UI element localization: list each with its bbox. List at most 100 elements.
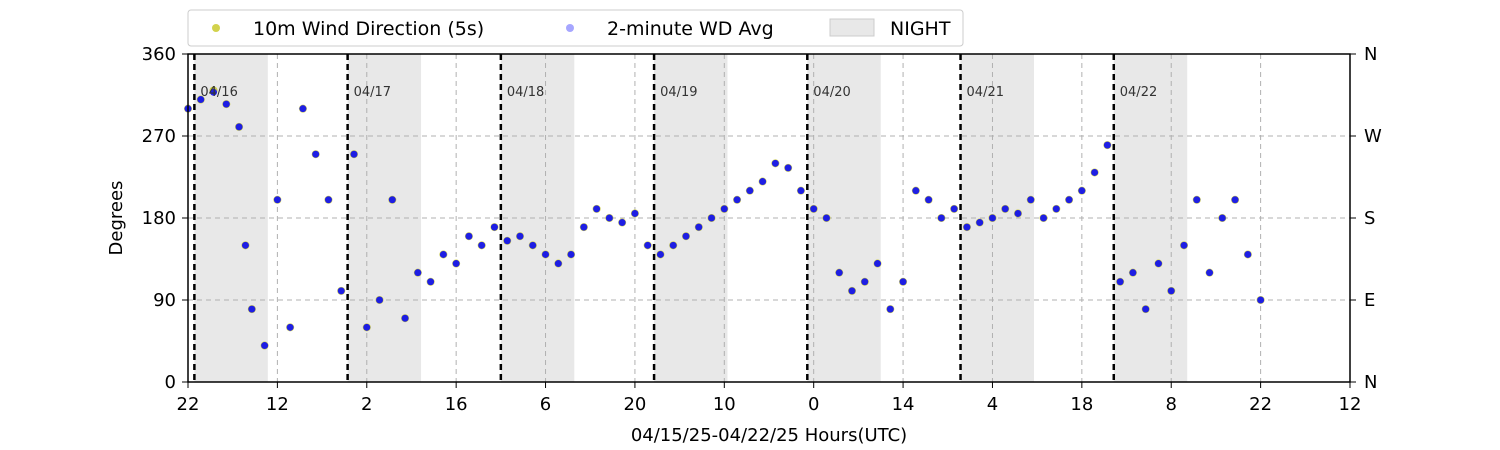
x-tick-label-4: 6 [540, 394, 551, 415]
wd-avg-point [350, 150, 358, 158]
wd-avg-point [452, 260, 460, 268]
wd-avg-point [733, 196, 741, 204]
x-tick-label-8: 14 [892, 394, 915, 415]
x-axis-label: 04/15/25-04/22/25 Hours(UTC) [631, 425, 907, 446]
wd-avg-point [235, 123, 243, 131]
wd-avg-point [363, 323, 371, 331]
day-label-0: 04/16 [200, 85, 237, 100]
wd-avg-point [503, 237, 511, 245]
x-tick-label-7: 0 [808, 394, 819, 415]
x-tick-label-0: 22 [177, 394, 200, 415]
legend: 10m Wind Direction (5s) 2-minute WD Avg … [187, 9, 964, 47]
wd-avg-point [848, 287, 856, 295]
wd-avg-point [720, 205, 728, 213]
wd-avg-point [708, 214, 716, 222]
day-label-6: 04/22 [1120, 85, 1157, 100]
legend-swatch-night [829, 18, 875, 37]
legend-label-night: NIGHT [890, 18, 951, 40]
y2-tick-label-0: N [1364, 372, 1377, 393]
wd-avg-point [1244, 250, 1252, 258]
wd-avg-point [222, 100, 230, 108]
wd-avg-point [1129, 269, 1137, 277]
wd-avg-point [1218, 214, 1226, 222]
wd-avg-point [1078, 187, 1086, 195]
y-tick-label-2: 180 [142, 208, 176, 229]
wd-avg-point [1116, 278, 1124, 286]
y-axis-label: Degrees [106, 181, 127, 256]
wd-avg-point [261, 342, 269, 350]
wd-avg-point [669, 241, 677, 249]
wd-avg-point [1154, 260, 1162, 268]
wd-avg-point [241, 241, 249, 249]
wd-avg-point [490, 223, 498, 231]
y-tick-label-1: 90 [153, 290, 176, 311]
wd-avg-point [1065, 196, 1073, 204]
x-tick-label-5: 20 [623, 394, 646, 415]
wd-avg-point [1257, 296, 1265, 304]
wd-avg-point [605, 214, 613, 222]
wd-avg-point [784, 164, 792, 172]
wd-avg-point [439, 250, 447, 258]
wd-avg-point [1142, 305, 1150, 313]
wd-avg-point [810, 205, 818, 213]
wd-avg-point [861, 278, 869, 286]
wd-avg-point [299, 105, 307, 113]
legend-marker-wind-5s [212, 24, 220, 32]
wd-avg-point [925, 196, 933, 204]
x-tick-label-10: 18 [1070, 394, 1093, 415]
legend-marker-wd-avg [566, 24, 574, 32]
x-tick-label-6: 10 [713, 394, 736, 415]
wd-avg-point [1091, 168, 1099, 176]
wd-avg-point [746, 187, 754, 195]
wd-avg-point [1206, 269, 1214, 277]
wd-avg-point [950, 205, 958, 213]
wd-avg-point [197, 96, 205, 104]
wd-avg-point [644, 241, 652, 249]
x-tick-label-13: 12 [1339, 394, 1362, 415]
wd-avg-point [516, 232, 524, 240]
wd-avg-point [695, 223, 703, 231]
wd-avg-point [1040, 214, 1048, 222]
wd-avg-point [1231, 196, 1239, 204]
wd-avg-point [682, 232, 690, 240]
wd-avg-point [1180, 241, 1188, 249]
y2-tick-label-3: W [1364, 126, 1382, 147]
wd-avg-point [401, 314, 409, 322]
wd-avg-point [376, 296, 384, 304]
x-tick-label-11: 8 [1166, 394, 1177, 415]
night-band-1 [347, 54, 422, 382]
wd-avg-point [656, 250, 664, 258]
axis-layer: 22 12 2 16 6 20 10 0 14 4 18 8 22 12 0 90 180 270 360 N E S W N [142, 44, 1382, 415]
wd-avg-point [1167, 287, 1175, 295]
wd-avg-point [1001, 205, 1009, 213]
wd-avg-point [618, 219, 626, 227]
wd-avg-point [210, 88, 218, 96]
wd-avg-point [542, 250, 550, 258]
wd-avg-point [835, 269, 843, 277]
day-label-5: 04/21 [967, 85, 1004, 100]
y2-tick-label-4: N [1364, 44, 1377, 65]
y2-tick-label-2: S [1364, 208, 1375, 229]
wd-avg-point [273, 196, 281, 204]
legend-label-wind-5s: 10m Wind Direction (5s) [253, 18, 484, 40]
y-tick-label-3: 270 [142, 126, 176, 147]
wd-avg-point [631, 209, 639, 217]
wd-avg-point [1103, 141, 1111, 149]
legend-box [187, 9, 964, 47]
wd-avg-point [874, 260, 882, 268]
wd-avg-point [797, 187, 805, 195]
wd-avg-point [324, 196, 332, 204]
night-band-2 [500, 54, 575, 382]
night-band-0 [194, 54, 268, 382]
wd-avg-point [937, 214, 945, 222]
wd-avg-point [886, 305, 894, 313]
wd-avg-point [248, 305, 256, 313]
wd-avg-point [988, 214, 996, 222]
wd-avg-point [1014, 209, 1022, 217]
legend-label-wd-avg: 2-minute WD Avg [607, 18, 774, 40]
day-label-2: 04/18 [507, 85, 544, 100]
wd-avg-point [771, 159, 779, 167]
wd-avg-point [388, 196, 396, 204]
day-label-3: 04/19 [660, 85, 697, 100]
y-tick-label-0: 0 [165, 372, 176, 393]
